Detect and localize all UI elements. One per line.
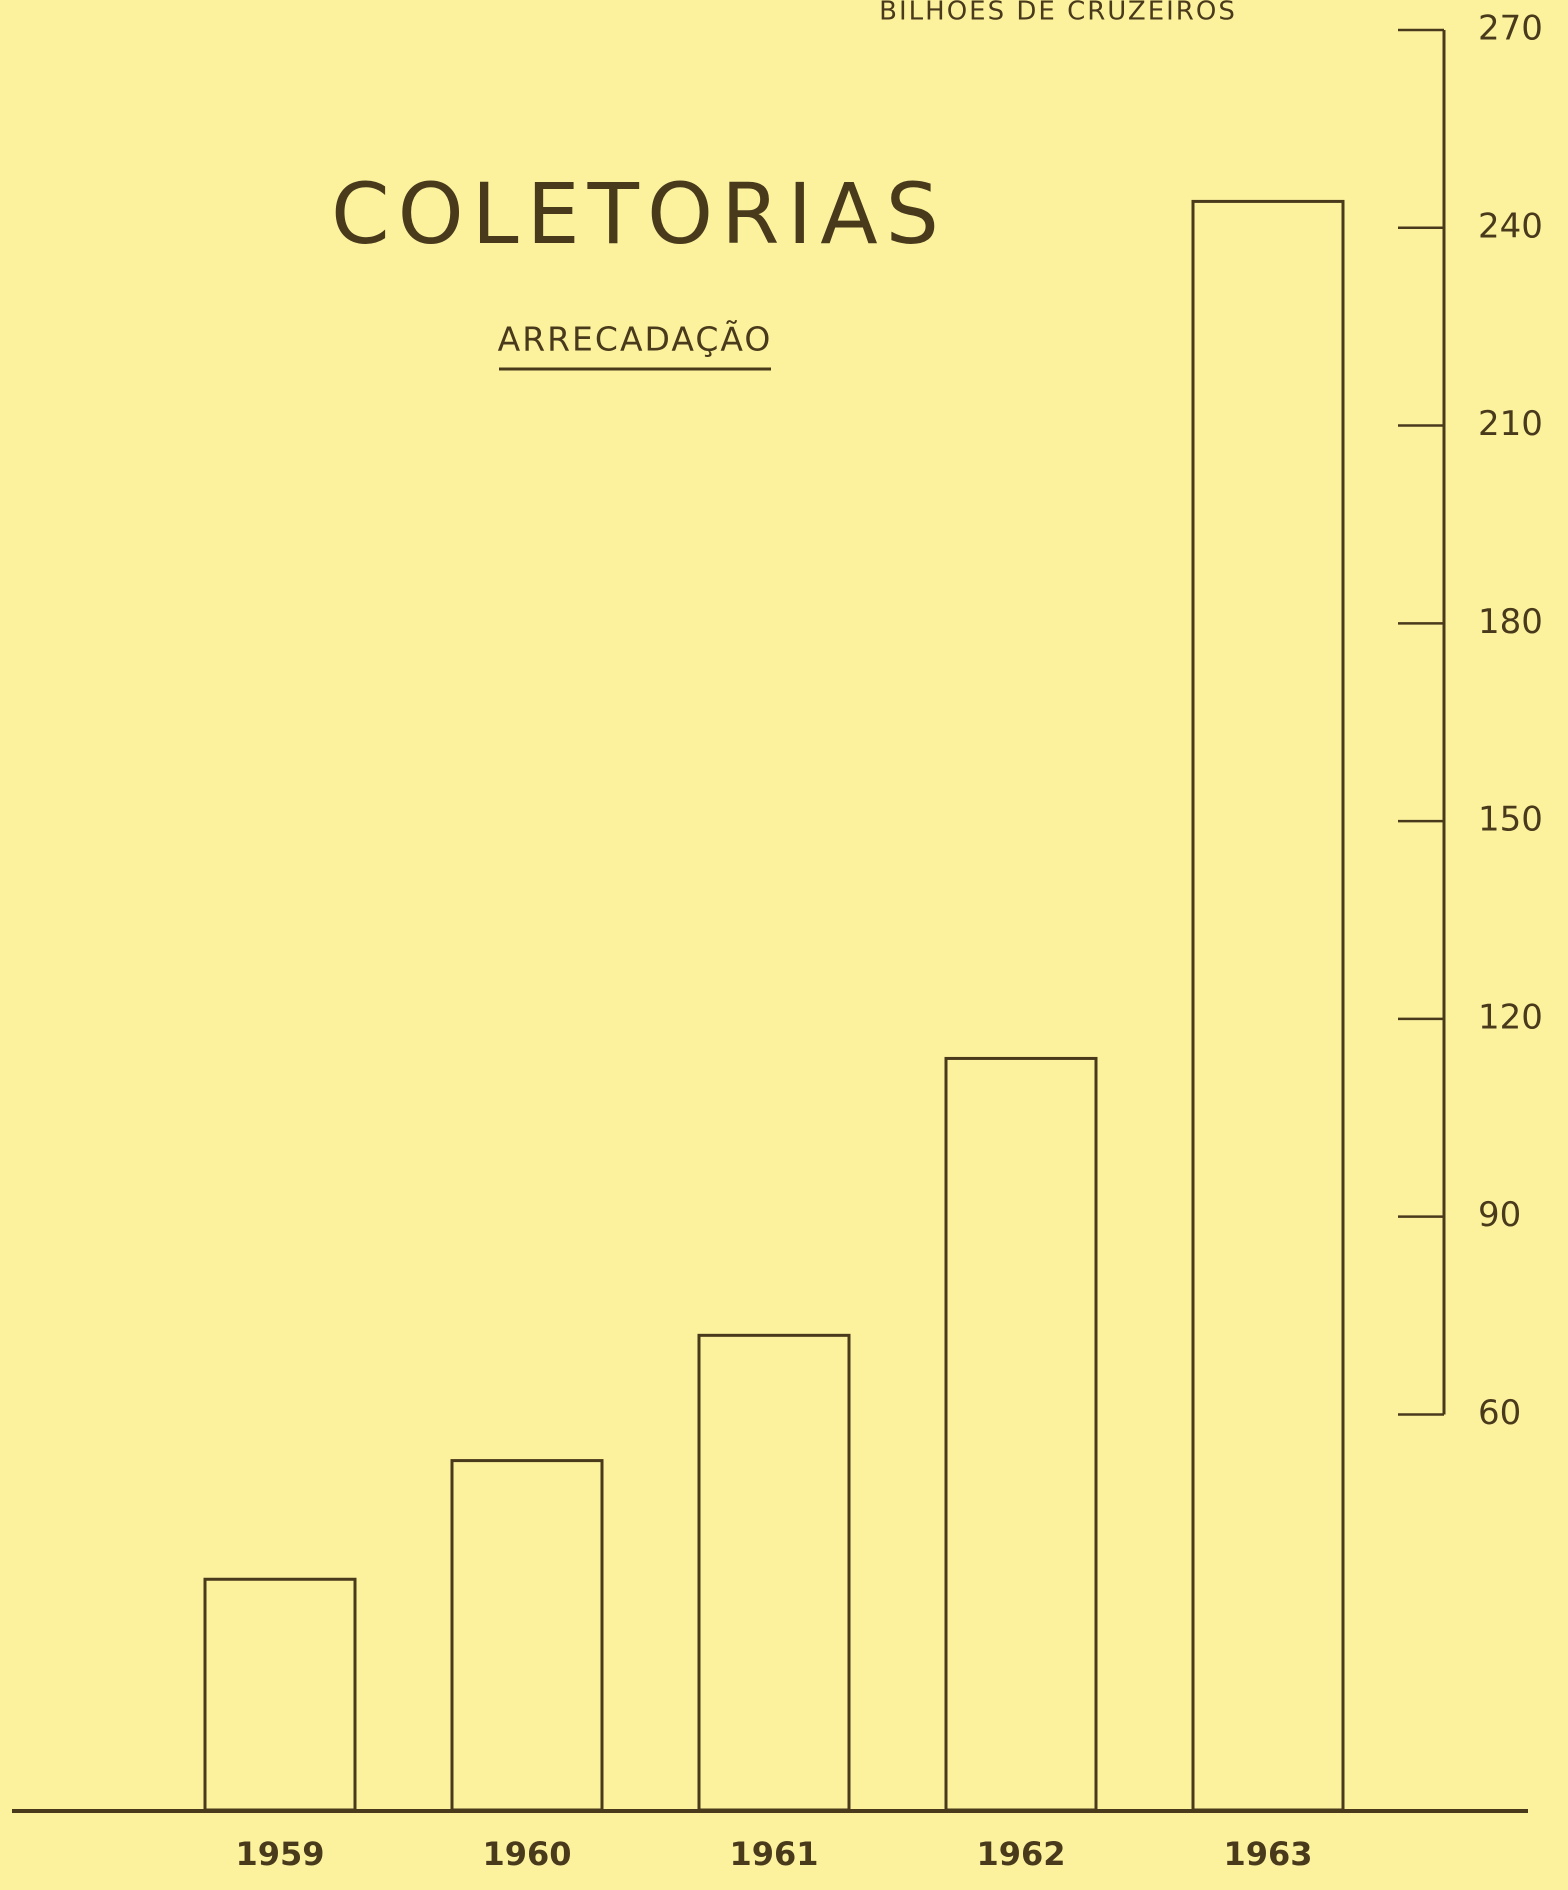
y-tick-label: 210 (1478, 404, 1543, 444)
y-tick-label: 180 (1478, 602, 1543, 642)
bar (944, 1056, 1098, 1812)
y-tick-label: 120 (1478, 997, 1543, 1037)
x-tick-label: 1960 (482, 1835, 571, 1873)
y-tick-label: 60 (1478, 1393, 1521, 1433)
x-tick-label: 1961 (729, 1835, 818, 1873)
bar (203, 1577, 357, 1812)
x-tick-label: 1963 (1223, 1835, 1312, 1873)
y-tick-label: 240 (1478, 206, 1543, 246)
chart-subtitle: ARRECADAÇÃO (498, 320, 773, 359)
bar (1191, 199, 1345, 1812)
chart-title: COLETORIAS (331, 165, 947, 263)
bar (697, 1333, 851, 1812)
y-tick-label: 270 (1478, 9, 1543, 49)
axis-label: BILHÕES DE CRUZEIROS (879, 0, 1237, 27)
bar (450, 1459, 604, 1812)
x-tick-label: 1959 (235, 1835, 324, 1873)
x-tick-label: 1962 (976, 1835, 1065, 1873)
y-tick-label: 150 (1478, 800, 1543, 840)
y-tick-label: 90 (1478, 1195, 1521, 1235)
